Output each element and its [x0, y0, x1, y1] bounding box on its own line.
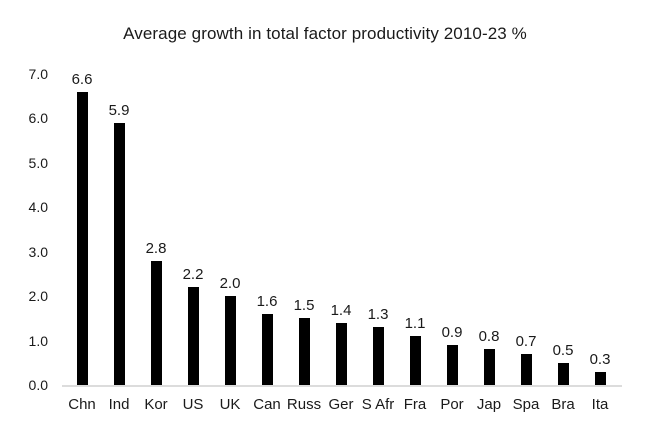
bar	[557, 363, 569, 385]
x-category-label: US	[182, 396, 204, 413]
y-tick-label: 5.0	[28, 154, 48, 171]
bar-value-label: 2.2	[182, 266, 204, 283]
x-category-label: Ger	[328, 396, 354, 413]
chart-title: Average growth in total factor productiv…	[123, 24, 527, 43]
x-category-label: Ind	[108, 396, 130, 413]
x-category-label: Chn	[68, 396, 96, 413]
bar	[335, 323, 347, 385]
bar-value-label: 2.8	[145, 240, 167, 257]
bar-value-label: 1.4	[330, 302, 352, 319]
bar-value-label: 0.3	[589, 351, 611, 368]
x-axis-line	[62, 385, 622, 387]
bar	[261, 314, 273, 385]
bar-value-label: 0.5	[552, 342, 574, 359]
bar	[224, 296, 236, 385]
bar	[446, 345, 458, 385]
bar-value-label: 1.1	[404, 315, 426, 332]
y-tick-label: 1.0	[28, 332, 48, 349]
bar	[520, 354, 532, 385]
x-category-label: Can	[253, 396, 281, 413]
y-tick-label: 0.0	[28, 377, 48, 393]
x-category-label: Spa	[512, 396, 540, 413]
bar	[594, 372, 606, 385]
bar	[150, 261, 162, 385]
x-category-label: Bra	[551, 396, 575, 413]
x-category-label: Russ	[286, 396, 322, 413]
x-category-label: Ita	[591, 396, 609, 413]
y-tick-label: 2.0	[28, 288, 48, 305]
bar	[483, 349, 495, 385]
bar-value-label: 1.6	[256, 293, 278, 310]
x-category-label: Fra	[403, 396, 427, 413]
bar-value-label: 0.8	[478, 328, 500, 345]
y-tick-label: 4.0	[28, 199, 48, 216]
bar	[187, 287, 199, 385]
bar	[113, 123, 125, 385]
bar-value-label: 5.9	[108, 102, 130, 119]
x-category-label: S Afr	[361, 396, 395, 413]
bar-value-label: 6.6	[71, 71, 93, 88]
bar	[372, 327, 384, 385]
bar	[76, 92, 88, 385]
bar-value-label: 1.3	[367, 306, 389, 323]
y-tick-label: 3.0	[28, 243, 48, 260]
x-category-label: Kor	[144, 396, 168, 413]
x-category-label: UK	[219, 396, 241, 413]
x-category-label: Jap	[476, 396, 502, 413]
y-tick-label: 7.0	[28, 66, 48, 82]
bar	[409, 336, 421, 385]
bar-value-label: 0.9	[441, 324, 463, 341]
bar-value-label: 2.0	[219, 275, 241, 292]
bar	[298, 318, 310, 385]
bar-value-label: 1.5	[293, 297, 315, 314]
bar-value-label: 0.7	[515, 333, 537, 350]
y-tick-label: 6.0	[28, 110, 48, 127]
x-category-label: Por	[440, 396, 464, 413]
